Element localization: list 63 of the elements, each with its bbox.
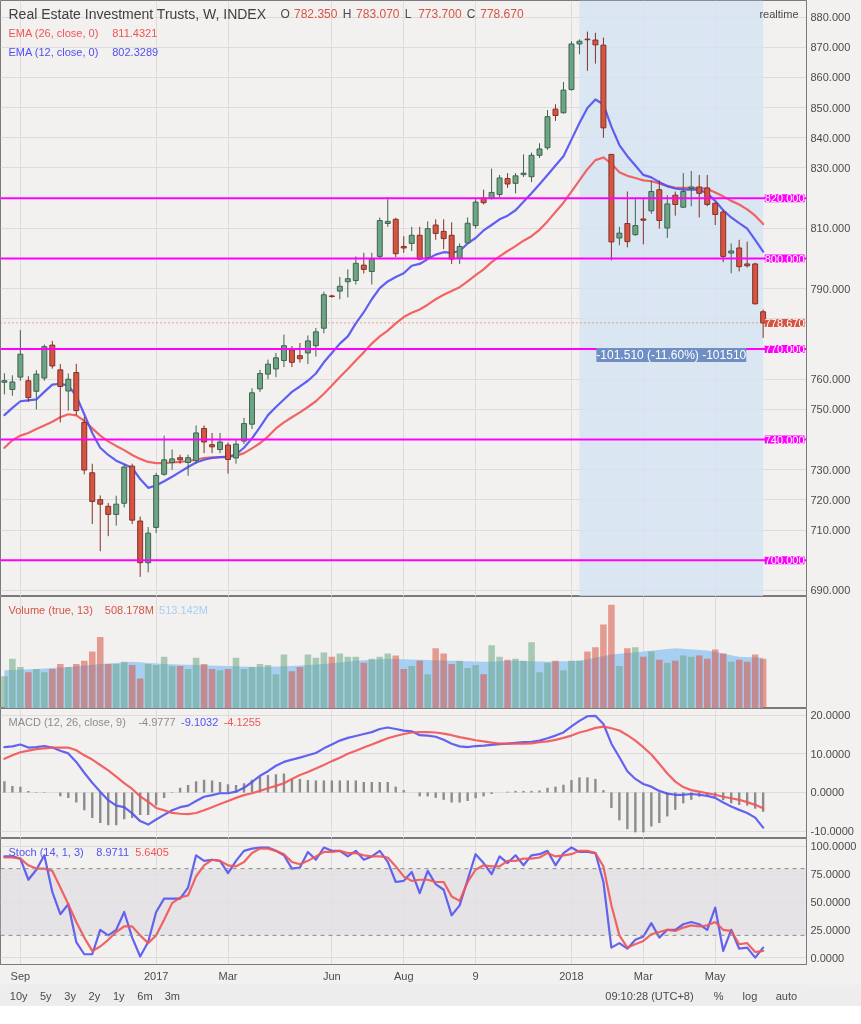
annotation: -4.9777 -9.1032 -4.1255 (138, 715, 261, 728)
ref-line-label: 700.000 (764, 554, 805, 567)
text: 3m (164, 989, 180, 1002)
y-tick-label: 790.000 (810, 282, 851, 295)
y-tick-label: 10.0000 (810, 747, 851, 760)
y-tick-label: 710.000 (810, 524, 851, 537)
x-tick-label: 2017 (143, 969, 169, 982)
ref-line-label: 800.000 (764, 252, 805, 265)
x-tick-label: Mar (633, 969, 654, 982)
y-tick-label: 50.0000 (810, 896, 851, 908)
series-label: Volume (true, 13) (8, 603, 93, 616)
x-tick-label: Aug (393, 969, 414, 982)
annotation: O 782.350 H 783.070 L 773.700 C 778.670 (280, 6, 524, 21)
y-tick-label: 840.000 (810, 131, 851, 144)
y-tick-label: 870.000 (810, 41, 851, 54)
annotation: 508.178M 513.142M (104, 603, 208, 616)
y-tick-label: 720.000 (810, 493, 851, 506)
y-tick-label: 760.000 (810, 373, 851, 386)
y-tick-label: 850.000 (810, 101, 851, 114)
text: 5y (39, 989, 53, 1002)
annotation: 8.9711 5.6405 (96, 845, 169, 858)
ref-line-label: 740.000 (764, 433, 805, 446)
text: MACD (12, 26, close, 9) (8, 715, 126, 728)
y-tick-label: 730.000 (810, 463, 851, 476)
ref-line-label: 778.670 (764, 316, 805, 329)
ref-line-label: 770.000 (764, 343, 805, 356)
text: 1y (112, 989, 126, 1002)
y-tick-label: 25.0000 (810, 923, 851, 936)
y-tick-label: 690.000 (810, 584, 851, 597)
text: 10y (9, 989, 29, 1002)
text: log (742, 989, 758, 1002)
y-tick-label: 880.000 (810, 11, 851, 24)
text: 3y (64, 989, 77, 1002)
x-tick-label: Mar (218, 969, 238, 982)
y-tick-label: -10.0000 (810, 825, 854, 838)
text: 2y (88, 989, 101, 1002)
y-tick-label: 830.000 (810, 161, 851, 174)
x-tick-label: Jun (322, 969, 341, 982)
y-tick-label: 0.0000 (810, 951, 845, 964)
y-tick-label: 810.000 (810, 222, 851, 235)
band-label: -101.510 (-11.60%) -101510 (596, 348, 747, 363)
annotation: 811.4321 (112, 26, 158, 39)
y-tick-label: 0.0000 (810, 786, 845, 799)
ref-line-label: 820.000 (764, 192, 805, 205)
text: % (713, 989, 724, 1002)
y-tick-label: 860.000 (810, 71, 851, 84)
x-tick-label: 2018 (559, 969, 584, 982)
x-tick-label: May (704, 969, 727, 982)
x-tick-label: Sep (10, 969, 31, 982)
text: auto (775, 989, 798, 1002)
y-tick-label: 20.0000 (810, 709, 851, 722)
text: 6m (137, 989, 153, 1002)
annotation: 802.3289 (112, 45, 159, 58)
y-tick-label: 750.000 (810, 403, 851, 416)
chart-title: Real Estate Investment Trusts, W, INDEX (8, 5, 267, 22)
x-tick-label: 9 (472, 969, 479, 982)
text: EMA (26, close, 0) (8, 26, 99, 39)
annotation: realtime (759, 7, 799, 20)
text: EMA (12, close, 0) (8, 45, 99, 58)
y-tick-label: 75.0000 (810, 868, 851, 881)
series-label: Stoch (14, 1, 3) (8, 845, 84, 858)
text: 09:10:28 (UTC+8) (605, 989, 694, 1002)
y-tick-label: 100.0000 (810, 840, 857, 853)
